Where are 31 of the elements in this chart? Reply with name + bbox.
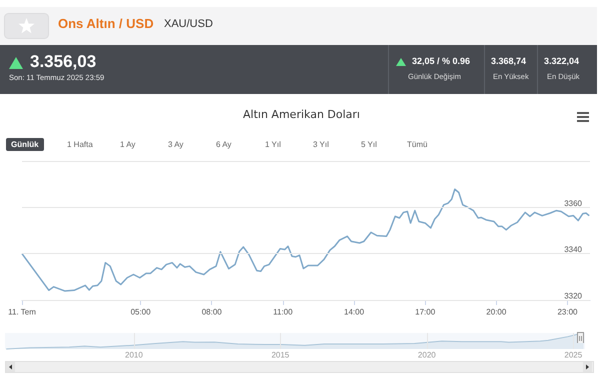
text: Günlük — [6, 138, 44, 151]
x-tick-label: 11:00 — [273, 308, 294, 316]
x-tick-label: 23:00 — [557, 308, 578, 316]
text: 3.322,04 — [544, 56, 580, 66]
text: 3.368,74 — [491, 56, 526, 66]
text: 32,05 / % 0.96 — [412, 56, 470, 66]
text: Tümü — [406, 139, 428, 151]
x-tick-label: 2010 — [124, 350, 144, 360]
chart-title: Altın Amerikan Doları — [243, 108, 360, 121]
x-tick-label: 2015 — [271, 350, 290, 360]
text: 1 Yıl — [264, 139, 282, 151]
text: Ons Altın / USD — [58, 16, 154, 31]
text: 5 Yıl — [360, 139, 378, 151]
text: 3.356,03 — [30, 52, 96, 72]
x-tick-label: 17:00 — [415, 308, 436, 316]
x-tick-label: 20:00 — [486, 308, 507, 316]
text: 1 Ay — [119, 139, 136, 151]
x-tick-label: 08:00 — [202, 308, 222, 316]
x-tick-label: 05:00 — [130, 308, 152, 316]
text: XAU/USD — [164, 18, 213, 30]
y-tick-label: 3320 — [564, 292, 583, 300]
text: 3 Yıl — [312, 139, 330, 151]
text: 1 Hafta — [66, 139, 94, 151]
text: 6 Ay — [215, 139, 232, 151]
x-tick-label: 2020 — [418, 350, 436, 360]
text: 3 Ay — [167, 139, 184, 151]
x-tick-label: 11. Tem — [8, 308, 36, 316]
y-tick-label: 3360 — [564, 198, 583, 208]
y-tick-label: 3340 — [564, 245, 583, 254]
x-tick-label: 2025 — [564, 350, 583, 360]
x-tick-label: 14:00 — [344, 308, 365, 316]
